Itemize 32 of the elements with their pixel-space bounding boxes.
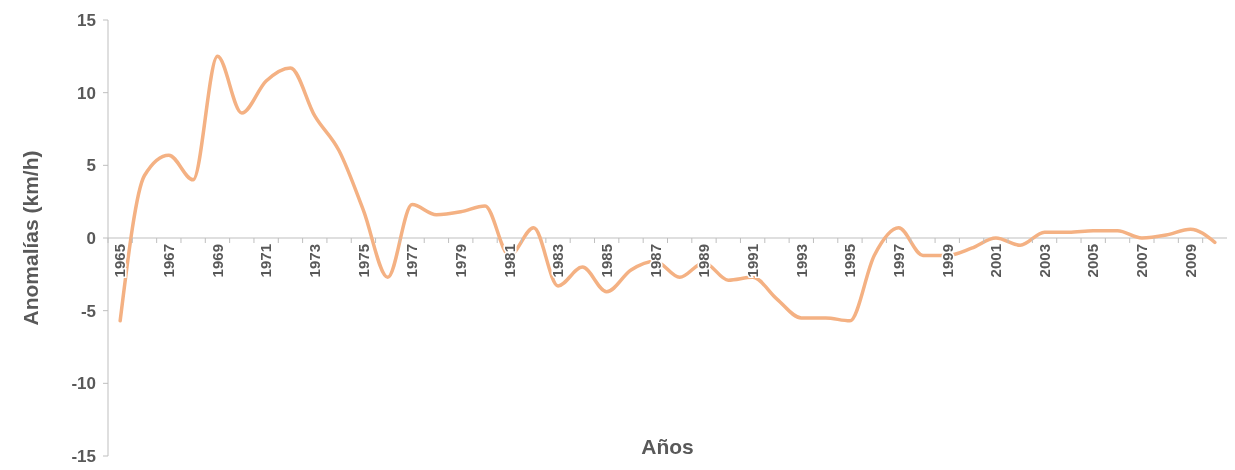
- y-tick-label: 0: [86, 228, 96, 248]
- x-tick-label: 1983: [549, 244, 567, 278]
- y-tick-label: -15: [71, 446, 96, 466]
- x-tick-label: 2001: [987, 244, 1005, 278]
- x-tick-label: 2005: [1084, 244, 1102, 278]
- x-tick-label: 1965: [111, 244, 129, 278]
- y-tick-label: 5: [86, 156, 96, 176]
- x-tick-label: 1979: [451, 244, 469, 278]
- y-tick-label: -5: [80, 301, 96, 321]
- x-tick-label: 1967: [160, 244, 178, 278]
- y-tick-label: 10: [77, 83, 96, 103]
- x-axis-title: Años: [641, 435, 694, 458]
- x-tick-label: 1991: [743, 244, 761, 278]
- x-tick-label: 1997: [889, 244, 907, 278]
- x-tick-label: 1969: [208, 244, 226, 278]
- x-tick-label: 1995: [841, 244, 859, 278]
- x-tick-label: 1989: [695, 244, 713, 278]
- x-tick-label: 1987: [646, 244, 664, 278]
- x-tick-label: 1985: [597, 244, 615, 278]
- y-tick-label: -10: [71, 374, 96, 394]
- y-tick-label: 15: [77, 10, 96, 30]
- x-tick-label: 1999: [938, 244, 956, 278]
- x-tick-label: 1993: [792, 244, 810, 278]
- y-axis-title: Anomalías (km/h): [19, 150, 42, 326]
- x-tick-label: 1975: [354, 244, 372, 278]
- x-tick-label: 1973: [306, 244, 324, 278]
- x-tick-label: 2003: [1035, 244, 1053, 278]
- x-tick-label: 2007: [1133, 244, 1151, 278]
- x-tick-label: 1981: [500, 244, 518, 278]
- x-tick-label: 1977: [403, 244, 421, 278]
- x-tick-label: 1971: [257, 244, 275, 278]
- x-tick-label: 2009: [1181, 244, 1199, 278]
